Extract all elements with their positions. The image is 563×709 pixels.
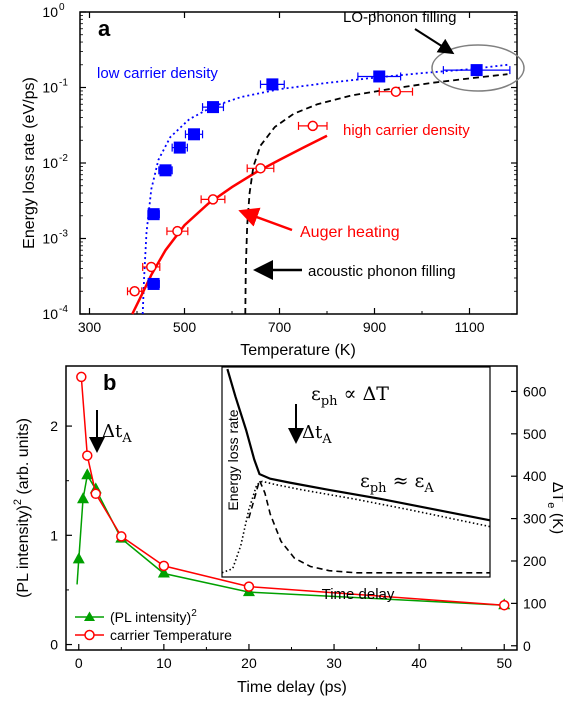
x-tick-label: 900 xyxy=(363,319,387,335)
data-point-square xyxy=(147,208,160,221)
data-point-square xyxy=(159,164,172,177)
legend-pl-marker xyxy=(84,611,95,621)
y-tick-label: 10 xyxy=(42,4,58,20)
data-point-square xyxy=(470,64,483,77)
inset-frame xyxy=(221,366,491,578)
data-point-circle xyxy=(146,261,157,273)
data-point-square xyxy=(373,70,386,83)
data-point-circle xyxy=(498,599,510,611)
inset-eq-1: εph ∝ ΔT xyxy=(311,383,389,409)
x-tick-label: 40 xyxy=(411,655,427,671)
data-point-circle xyxy=(255,163,266,174)
lo-phonon-ellipse xyxy=(431,44,525,92)
data-point-circle xyxy=(158,560,170,572)
legend-pl-label: (PL intensity)2 xyxy=(110,608,197,625)
panel-a-letter: a xyxy=(98,16,111,41)
data-point-triangle xyxy=(72,552,85,564)
inset-solid-curve xyxy=(226,368,491,522)
panel-b-legend: (PL intensity)2 carrier Temperature xyxy=(75,608,232,643)
inset-dashed-curve xyxy=(248,478,490,574)
solid-curve xyxy=(131,134,328,315)
y-tick-label: 1 xyxy=(50,527,58,543)
data-point-circle xyxy=(172,225,183,237)
y-tick-exponent: -4 xyxy=(59,304,68,315)
x-tick-label: 500 xyxy=(173,319,197,335)
inset-curves xyxy=(221,368,491,574)
y-tick-label: 10 xyxy=(42,80,58,96)
data-point-circle xyxy=(207,194,219,205)
inset-dotted-curve xyxy=(221,480,491,574)
pl-lead-in xyxy=(76,559,80,585)
auger-arrow xyxy=(238,207,293,232)
panel-b-xlabel: Time delay (ps) xyxy=(237,679,347,696)
data-point-circle xyxy=(307,120,318,132)
y2-tick-label: 300 xyxy=(523,511,547,527)
panel-b-ylabel: (PL intensity)2 (arb. units) xyxy=(12,418,32,598)
y-tick-label: 10 xyxy=(42,231,58,247)
legend-temp-marker xyxy=(84,629,95,641)
lo-phonon-arrow xyxy=(414,28,455,55)
data-point-square xyxy=(173,141,186,154)
x-tick-label: 300 xyxy=(78,319,102,335)
data-point-circle xyxy=(82,450,93,461)
y2-tick-label: 600 xyxy=(523,383,547,399)
panel-b-series xyxy=(72,371,511,611)
data-point-square xyxy=(188,128,200,141)
y-tick-exponent: -3 xyxy=(59,229,68,240)
data-point-square xyxy=(266,78,279,91)
panel-b-y2label: ΔTe (K) xyxy=(545,482,563,534)
inset: Energy loss rate Time delay εph ∝ ΔT εph… xyxy=(221,366,491,603)
x-tick-label: 0 xyxy=(75,655,83,671)
inset-delta-ta-label: ΔtA xyxy=(302,422,332,447)
data-point-square xyxy=(207,101,219,114)
y2-tick-label: 200 xyxy=(523,553,547,569)
auger-heating-label: Auger heating xyxy=(300,224,400,241)
x-tick-label: 700 xyxy=(268,319,292,335)
panel-a-xlabel: Temperature (K) xyxy=(240,342,356,359)
data-point-circle xyxy=(243,581,255,592)
y-tick-exponent: 0 xyxy=(59,2,65,13)
y2-tick-label: 100 xyxy=(523,595,547,611)
x-tick-label: 1100 xyxy=(454,319,484,335)
x-tick-label: 10 xyxy=(156,655,172,671)
data-point-circle xyxy=(116,531,127,542)
y-tick-label: 10 xyxy=(42,155,58,171)
inset-eq-2: εph ≈ εA xyxy=(360,470,434,496)
y-tick-exponent: -1 xyxy=(59,78,68,89)
x-tick-label: 30 xyxy=(326,655,342,671)
data-point-circle xyxy=(129,286,140,297)
x-tick-label: 20 xyxy=(241,655,257,671)
inset-xlabel: Time delay xyxy=(322,586,395,603)
y2-tick-label: 400 xyxy=(523,468,547,484)
data-point-triangle xyxy=(157,566,170,578)
high-density-label: high carrier density xyxy=(343,122,470,139)
lo-phonon-label: LO-phonon filling xyxy=(343,9,456,26)
x-tick-label: 50 xyxy=(496,655,512,671)
y2-tick-label: 0 xyxy=(523,638,531,654)
y-tick-exponent: -2 xyxy=(59,153,68,164)
data-point-circle xyxy=(76,371,87,383)
panel-a-points xyxy=(126,64,511,297)
acoustic-phonon-label: acoustic phonon filling xyxy=(308,263,456,280)
data-point-triangle xyxy=(77,492,90,504)
data-point-circle xyxy=(390,86,402,97)
panel-b-letter: b xyxy=(103,370,116,395)
y-tick-label: 0 xyxy=(50,637,58,653)
data-point-square xyxy=(147,277,160,290)
inset-ylabel: Energy loss rate xyxy=(225,409,241,510)
low-density-label: low carrier density xyxy=(97,65,218,82)
data-point-circle xyxy=(90,488,102,500)
y2-tick-label: 500 xyxy=(523,426,547,442)
y-tick-label: 10 xyxy=(42,306,58,322)
panel-a-ylabel: Energy loss rate (eV/ps) xyxy=(21,77,38,249)
legend-temp-label: carrier Temperature xyxy=(110,627,232,643)
data-point-triangle xyxy=(81,468,94,480)
y-tick-label: 2 xyxy=(50,418,58,434)
delta-ta-label: ΔtA xyxy=(102,421,132,446)
